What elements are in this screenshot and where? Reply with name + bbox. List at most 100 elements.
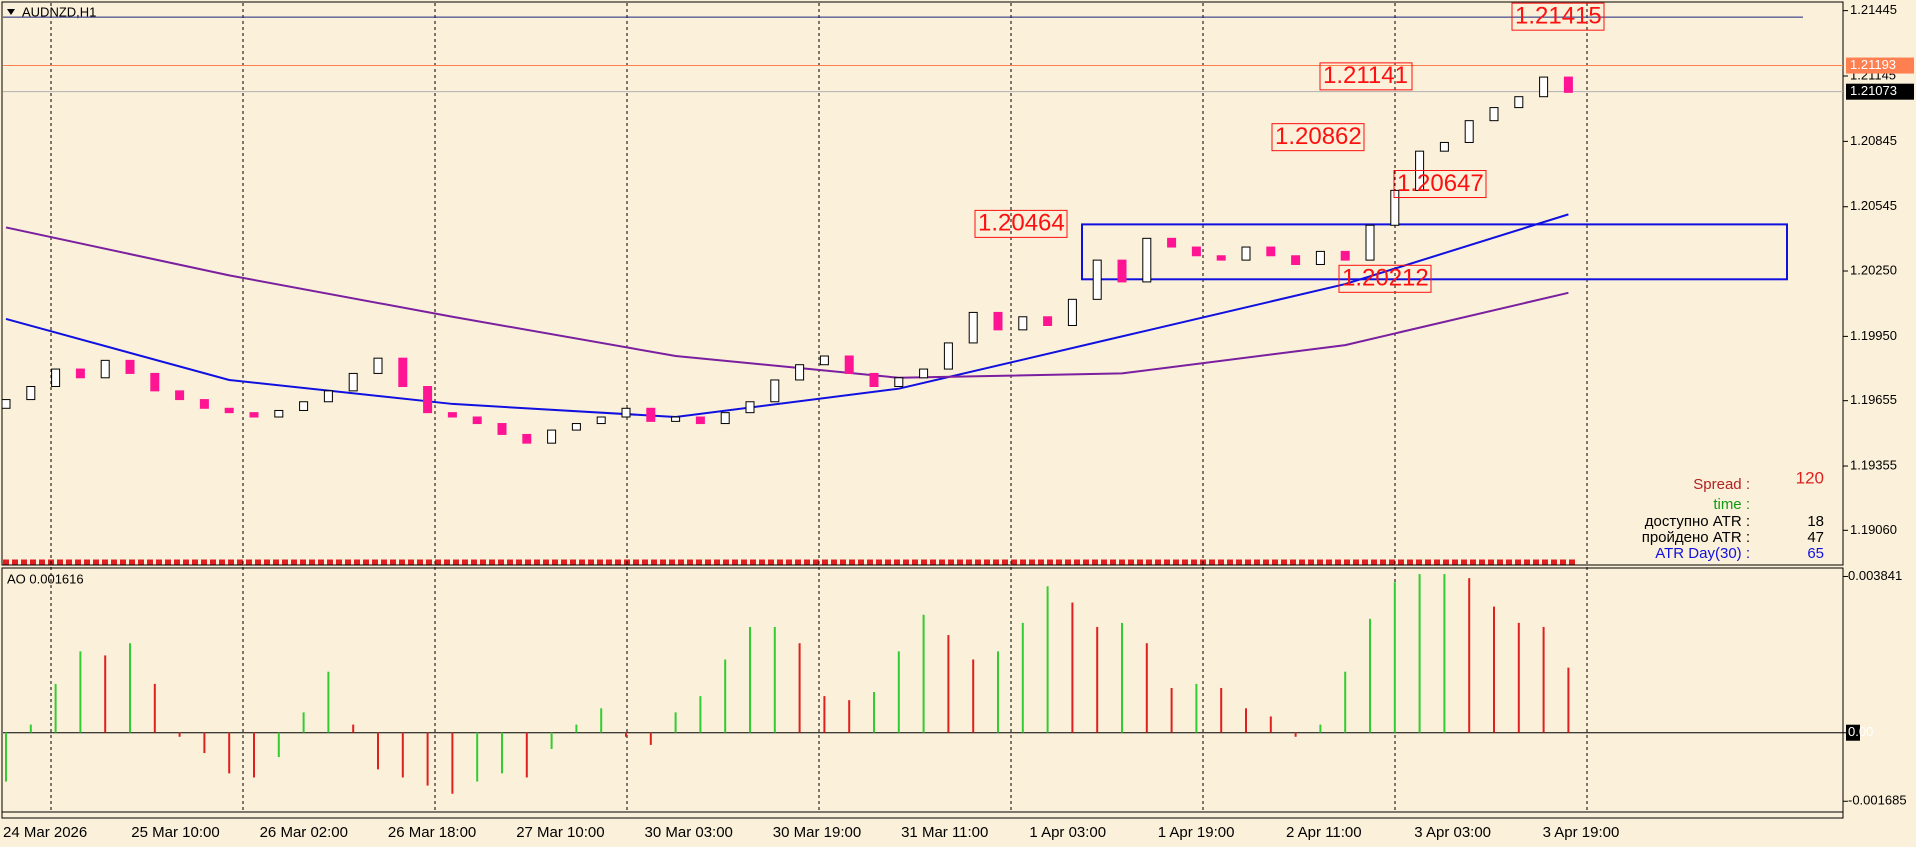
- symbol-menu[interactable]: [7, 9, 15, 15]
- ao-bar: [1021, 622, 1024, 733]
- annotation-box: [1393, 170, 1487, 199]
- ao-bar: [1443, 574, 1446, 733]
- candle: [596, 416, 606, 425]
- candle: [1390, 189, 1400, 226]
- x-tick-label: 3 Apr 19:00: [1543, 824, 1620, 841]
- annotation-box: [1271, 123, 1365, 152]
- ao-bar: [1245, 708, 1247, 733]
- candle: [472, 416, 482, 425]
- annotation-box: [1319, 62, 1413, 91]
- spread-label: Spread :: [1693, 476, 1750, 493]
- candle: [1167, 237, 1177, 248]
- info-value: 18: [1807, 513, 1824, 530]
- ao-bar: [1393, 582, 1396, 733]
- price-tag-label: 1.21193: [1850, 57, 1896, 72]
- ao-bar: [1418, 574, 1421, 733]
- ao-bar: [1517, 622, 1520, 733]
- candle: [199, 399, 209, 409]
- ao-bar: [1542, 626, 1545, 733]
- ao-bar: [922, 614, 925, 733]
- annotation: 1.20464: [978, 210, 1065, 237]
- y-tick-label: 1.20250: [1850, 262, 1897, 277]
- candle: [1439, 141, 1449, 152]
- x-tick-label: 2 Apr 11:00: [1286, 824, 1362, 841]
- candle: [100, 359, 110, 379]
- candle: [646, 407, 656, 422]
- candle: [770, 379, 780, 403]
- ao-bar: [798, 643, 801, 733]
- candle: [919, 368, 929, 379]
- spread-value: 120: [1796, 468, 1824, 487]
- candle: [894, 377, 904, 388]
- y-tick-label: 1.20845: [1850, 133, 1897, 148]
- ao-bar: [525, 732, 528, 778]
- y-tick-label: 1.19655: [1850, 392, 1897, 407]
- candle: [175, 390, 185, 401]
- annotation: 1.21415: [1515, 3, 1602, 30]
- ao-bar: [1344, 671, 1347, 733]
- candle: [274, 409, 284, 418]
- x-tick-label: 1 Apr 03:00: [1029, 824, 1106, 841]
- ao-bar: [253, 732, 255, 778]
- ao-bar: [29, 724, 32, 733]
- candle: [621, 407, 631, 418]
- candle: [1, 399, 11, 409]
- candle: [1241, 246, 1251, 261]
- ao-bar: [773, 626, 776, 733]
- y-tick-label: 1.19060: [1850, 522, 1897, 537]
- ao-bar: [724, 659, 727, 733]
- osc-tick-label: -0.001685: [1848, 793, 1907, 808]
- ao-bar: [1567, 667, 1570, 733]
- candle: [75, 368, 85, 379]
- ao-bar: [1145, 643, 1148, 733]
- annotation-box: [1511, 2, 1605, 31]
- x-tick-label: 31 Mar 11:00: [901, 824, 988, 841]
- candle: [125, 359, 135, 374]
- candle: [795, 364, 805, 381]
- ao-bar: [1046, 586, 1049, 733]
- ao-bar: [501, 732, 503, 774]
- x-tick-label: 3 Apr 03:00: [1414, 824, 1491, 841]
- candle: [869, 372, 879, 388]
- ao-bar: [1269, 716, 1272, 733]
- candle: [423, 386, 433, 414]
- ao-bar: [1369, 618, 1371, 733]
- ao-bar: [897, 651, 900, 733]
- candle: [299, 401, 309, 411]
- ao-bar: [277, 732, 280, 758]
- candle: [993, 311, 1003, 331]
- range-zone: [1081, 223, 1788, 281]
- candle: [522, 433, 532, 444]
- annotation: 1.21141: [1323, 62, 1408, 89]
- candle: [249, 412, 259, 418]
- ao-bar: [699, 696, 702, 733]
- ao-bar: [600, 708, 603, 733]
- candle: [398, 357, 408, 388]
- annotation: 1.20862: [1275, 123, 1362, 150]
- osc-tick-label: 0.003841: [1848, 568, 1902, 583]
- candle: [1315, 250, 1325, 265]
- candle: [968, 311, 978, 344]
- ao-bar: [1319, 724, 1322, 733]
- ao-bar: [575, 724, 578, 733]
- candle: [323, 390, 333, 403]
- info-value: 65: [1807, 545, 1824, 562]
- annotation-box: [1338, 264, 1432, 293]
- ao-bar: [178, 732, 181, 737]
- annotation: 1.20647: [1397, 170, 1484, 197]
- symbol-title: AUDNZD,H1: [22, 4, 96, 19]
- candle: [1464, 120, 1474, 143]
- x-tick-label: 24 Mar 2026: [3, 824, 87, 841]
- candle: [695, 416, 705, 425]
- ao-bar: [401, 732, 404, 778]
- ao-bar: [873, 692, 875, 733]
- ao-bar: [848, 700, 851, 733]
- candle: [1216, 255, 1226, 261]
- ao-bar: [1195, 683, 1198, 733]
- ao-bar: [625, 732, 627, 737]
- candle: [844, 355, 854, 374]
- price-tag: [1846, 57, 1914, 74]
- candle: [745, 401, 755, 414]
- candle: [150, 372, 160, 392]
